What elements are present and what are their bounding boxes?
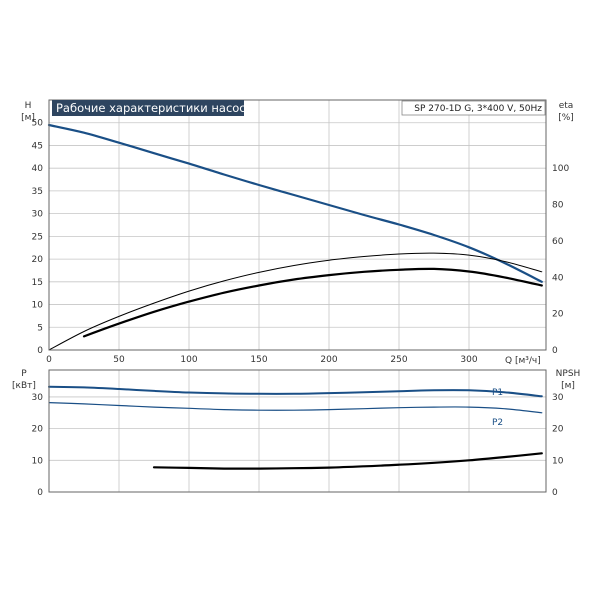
- top-panel-grid: [49, 100, 546, 350]
- bottom-left-tick-label: 10: [32, 456, 44, 466]
- x-tick-label: 150: [250, 355, 267, 365]
- bottom-right-tick-label: 10: [552, 456, 564, 466]
- pump-model-label: SP 270-1D G, 3*400 V, 50Hz: [414, 104, 542, 114]
- x-tick-label: 250: [390, 355, 407, 365]
- top-left-tick-label: 20: [32, 255, 44, 265]
- top-series-line-1: [48, 252, 543, 351]
- npsh-axis-label: NPSH: [556, 369, 581, 379]
- top-right-tick-label: 60: [552, 237, 564, 247]
- eta-axis-label: eta: [559, 101, 574, 111]
- x-tick-label: 300: [460, 355, 477, 365]
- h-axis-label: H: [25, 101, 32, 111]
- x-tick-label: 50: [113, 355, 125, 365]
- bottom-panel-tick-labels: 0 10 20 30 0 10 20 30: [32, 393, 564, 498]
- bottom-panel-frame: [48, 369, 547, 493]
- title-box: [52, 100, 244, 116]
- top-left-tick-label: 5: [37, 323, 43, 333]
- eta-axis-unit: [%]: [558, 113, 574, 123]
- top-left-tick-label: 35: [32, 187, 43, 197]
- top-panel-tick-labels: 0 5 10 15 20 25 30 35 40 45 50 0 20 40 60 80 100 0 50 100 15…: [32, 119, 570, 365]
- x-tick-label: 0: [46, 355, 52, 365]
- bottom-series-line-1: [48, 402, 543, 414]
- top-left-tick-label: 30: [32, 210, 44, 220]
- chart-title: Рабочие характеристики насоса: [56, 101, 253, 115]
- bottom-panel-series: [48, 385, 543, 470]
- bottom-right-tick-label: 0: [552, 488, 558, 498]
- bottom-series-line-2: [152, 452, 543, 470]
- top-left-tick-label: 0: [37, 346, 43, 356]
- top-right-tick-label: 0: [552, 346, 558, 356]
- x-tick-label: 100: [180, 355, 197, 365]
- top-right-tick-label: 100: [552, 164, 569, 174]
- bottom-left-tick-label: 20: [32, 425, 44, 435]
- bottom-right-tick-label: 20: [552, 425, 564, 435]
- top-left-tick-label: 40: [32, 164, 44, 174]
- top-left-tick-label: 50: [32, 119, 44, 129]
- top-series-line-0: [47, 123, 543, 283]
- bottom-right-tick-label: 30: [552, 393, 564, 403]
- top-right-tick-label: 20: [552, 310, 564, 320]
- model-box: [401, 100, 546, 116]
- p1-series-label: P1: [492, 388, 503, 398]
- p-axis-label: P: [21, 369, 27, 379]
- bottom-left-tick-label: 0: [37, 488, 43, 498]
- top-left-tick-label: 45: [32, 141, 43, 151]
- q-axis-label: Q [м³/ч]: [505, 356, 541, 366]
- top-right-tick-label: 80: [552, 201, 564, 211]
- bottom-left-tick-label: 30: [32, 393, 44, 403]
- h-axis-unit: [м]: [21, 113, 35, 123]
- top-left-tick-label: 10: [32, 301, 44, 311]
- p-axis-unit: [кВт]: [12, 381, 36, 391]
- bottom-series-line-0: [48, 385, 543, 398]
- top-right-tick-label: 40: [552, 273, 564, 283]
- npsh-axis-unit: [м]: [561, 381, 575, 391]
- top-series-line-2: [82, 267, 543, 338]
- p2-series-label: P2: [492, 418, 503, 428]
- top-panel-series: [47, 123, 543, 351]
- top-panel-frame: [48, 99, 547, 351]
- top-left-tick-label: 15: [32, 278, 43, 288]
- x-tick-label: 200: [320, 355, 337, 365]
- top-left-tick-label: 25: [32, 232, 43, 242]
